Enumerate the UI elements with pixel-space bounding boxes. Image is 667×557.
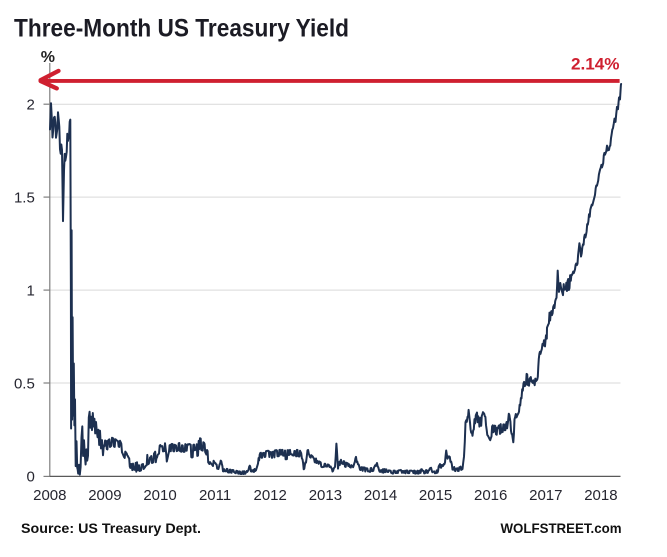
svg-text:2012: 2012 [254,487,287,504]
svg-text:2013: 2013 [309,487,342,504]
svg-text:0: 0 [26,469,34,486]
svg-text:2008: 2008 [33,487,66,504]
svg-text:2: 2 [26,97,34,114]
svg-text:1.5: 1.5 [14,189,35,206]
svg-text:2016: 2016 [474,487,507,504]
svg-text:2018: 2018 [584,487,617,504]
svg-text:2009: 2009 [88,487,121,504]
svg-text:1: 1 [26,282,34,299]
svg-text:2.14%: 2.14% [571,55,620,74]
svg-text:2010: 2010 [143,487,176,504]
svg-text:Three-Month US Treasury Yield: Three-Month US Treasury Yield [14,15,349,43]
svg-text:0.5: 0.5 [14,375,35,392]
svg-text:2015: 2015 [419,487,452,504]
svg-text:2011: 2011 [199,487,231,504]
svg-text:2014: 2014 [364,487,397,504]
svg-text:WOLFSTREET.com: WOLFSTREET.com [501,520,622,536]
svg-text:Source: US Treasury Dept.: Source: US Treasury Dept. [21,520,201,536]
svg-text:%: % [41,49,55,66]
svg-text:2017: 2017 [529,487,562,504]
